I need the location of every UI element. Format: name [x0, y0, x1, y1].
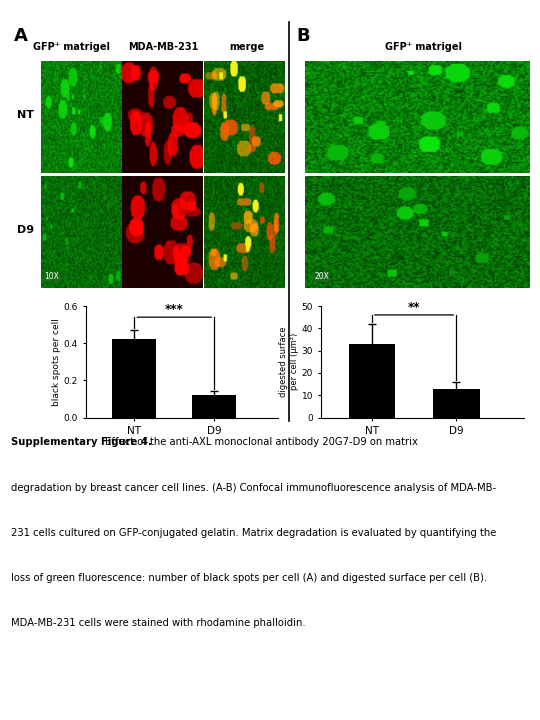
Y-axis label: digested surface
per cell (μm²): digested surface per cell (μm²)	[279, 327, 299, 397]
Text: NT: NT	[17, 110, 34, 120]
Text: Supplementary Figure 4.: Supplementary Figure 4.	[11, 438, 152, 447]
Text: 20X: 20X	[314, 272, 329, 282]
Text: loss of green fluorescence: number of black spots per cell (A) and digested surf: loss of green fluorescence: number of bl…	[11, 573, 487, 583]
Text: 10X: 10X	[44, 272, 59, 282]
Text: GFP⁺ matrigel: GFP⁺ matrigel	[33, 42, 111, 52]
Text: MDA-MB-231: MDA-MB-231	[129, 42, 199, 52]
Y-axis label: black spots per cell: black spots per cell	[52, 318, 61, 406]
Text: GFP⁺ matrigel: GFP⁺ matrigel	[385, 42, 462, 52]
Text: 231 cells cultured on GFP-conjugated gelatin. Matrix degradation is evaluated by: 231 cells cultured on GFP-conjugated gel…	[11, 528, 496, 538]
Bar	[349, 344, 395, 418]
Bar	[433, 389, 480, 418]
Text: MDA-MB-231 cells were stained with rhodamine phalloidin.: MDA-MB-231 cells were stained with rhoda…	[11, 618, 306, 628]
Text: **: **	[408, 301, 420, 314]
Text: degradation by breast cancer cell lines. (A-B) Confocal immunofluorescence analy: degradation by breast cancer cell lines.…	[11, 482, 496, 492]
Text: B: B	[296, 27, 310, 45]
Bar	[192, 395, 236, 418]
Text: D9: D9	[17, 225, 34, 235]
Text: Effect of the anti-AXL monoclonal antibody 20G7-D9 on matrix: Effect of the anti-AXL monoclonal antibo…	[102, 438, 417, 447]
Text: A: A	[14, 27, 28, 45]
Bar	[112, 340, 156, 418]
Text: merge: merge	[230, 42, 265, 52]
Text: ***: ***	[165, 303, 184, 316]
